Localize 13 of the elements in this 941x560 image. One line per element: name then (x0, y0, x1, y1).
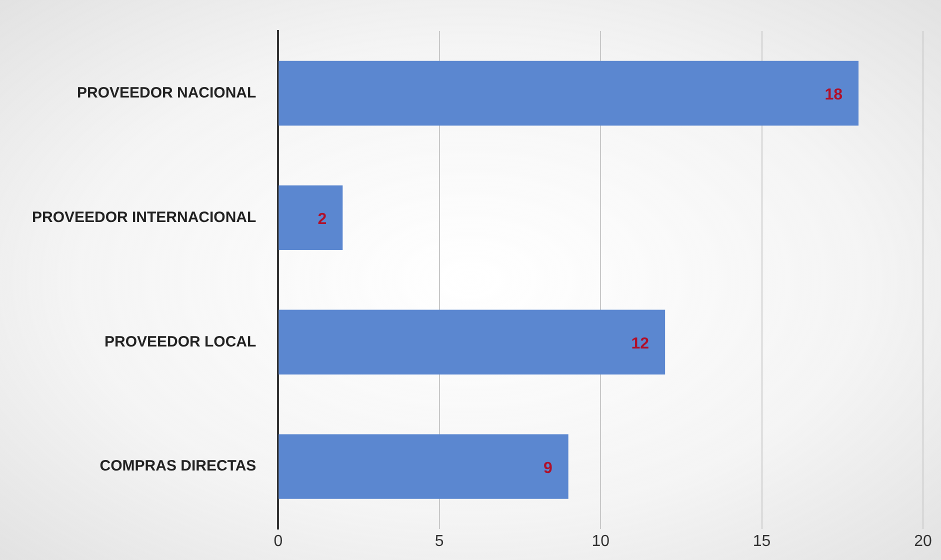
y-tick-label: PROVEEDOR NACIONAL (76, 84, 256, 102)
y-tick-label: PROVEEDOR LOCAL (104, 333, 256, 350)
data-label: 9 (543, 460, 552, 477)
x-tick-label: 10 (592, 532, 610, 550)
y-tick-label: COMPRAS DIRECTAS (100, 458, 256, 475)
x-tick-label: 20 (914, 532, 932, 550)
y-tick-label: PROVEEDOR INTERNACIONAL (32, 208, 256, 226)
x-tick-label: 15 (752, 532, 771, 550)
data-label: 18 (824, 86, 843, 104)
data-label: 2 (318, 211, 327, 228)
data-label: 12 (631, 336, 650, 353)
x-tick-label: 0 (274, 532, 283, 550)
x-tick-label: 5 (434, 532, 444, 550)
